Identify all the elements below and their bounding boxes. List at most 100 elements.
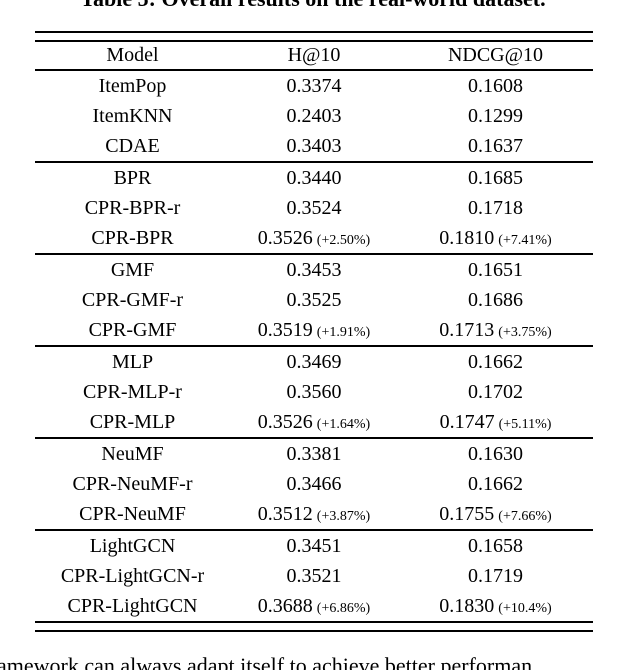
h10-cell: 0.3560 bbox=[230, 377, 398, 407]
top-double-rule bbox=[35, 31, 593, 42]
ndcg10-value: 0.1685 bbox=[468, 166, 523, 189]
table-row: LightGCN 0.3451 0.1658 bbox=[35, 529, 593, 561]
model-cell: NeuMF bbox=[35, 437, 230, 469]
ndcg10-value: 0.1658 bbox=[468, 534, 523, 557]
table-row: ItemKNN 0.2403 0.1299 bbox=[35, 101, 593, 131]
model-name: BPR bbox=[113, 166, 152, 189]
model-name: CPR-LightGCN-r bbox=[60, 564, 205, 587]
table-group: ItemPop 0.3374 0.1608 ItemKNN 0.2403 0.1… bbox=[35, 70, 593, 162]
h10-improvement: (+1.91%) bbox=[316, 324, 371, 340]
h10-improvement: (+6.86%) bbox=[316, 600, 371, 616]
model-cell: CPR-MLP bbox=[35, 407, 230, 438]
model-cell: CPR-NeuMF bbox=[35, 499, 230, 530]
model-name: CPR-BPR-r bbox=[84, 196, 181, 219]
h10-cell: 0.3519 (+1.91%) bbox=[230, 315, 398, 346]
column-header-h10: H@10 bbox=[230, 42, 398, 71]
model-name: CPR-GMF bbox=[88, 318, 177, 341]
model-name: CPR-MLP bbox=[89, 410, 176, 433]
h10-improvement: (+1.64%) bbox=[316, 416, 371, 432]
ndcg10-improvement: (+3.75%) bbox=[498, 324, 552, 340]
ndcg10-cell: 0.1608 bbox=[398, 70, 593, 101]
ndcg10-cell: 0.1637 bbox=[398, 131, 593, 162]
ndcg10-cell: 0.1662 bbox=[398, 345, 593, 377]
bottom-double-rule bbox=[35, 621, 593, 632]
ndcg10-cell: 0.1630 bbox=[398, 437, 593, 469]
ndcg10-value: 0.1810 bbox=[439, 226, 495, 249]
ndcg10-cell: 0.1755 (+7.66%) bbox=[398, 499, 593, 530]
model-name: CDAE bbox=[105, 134, 160, 157]
h10-value: 0.3560 bbox=[286, 380, 342, 403]
model-name: LightGCN bbox=[89, 534, 176, 557]
h10-cell: 0.3526 (+2.50%) bbox=[230, 223, 398, 254]
ndcg10-value: 0.1651 bbox=[468, 258, 523, 281]
ndcg10-cell: 0.1747 (+5.11%) bbox=[398, 407, 593, 438]
model-cell: CPR-MLP-r bbox=[35, 377, 230, 407]
model-name: ItemPop bbox=[98, 74, 167, 97]
column-header-ndcg10: NDCG@10 bbox=[398, 42, 593, 71]
model-name: CPR-GMF-r bbox=[81, 288, 184, 311]
model-name: MLP bbox=[111, 350, 154, 373]
table-row: BPR 0.3440 0.1685 bbox=[35, 161, 593, 193]
ndcg10-value: 0.1713 bbox=[439, 318, 495, 341]
h10-value: 0.3403 bbox=[286, 134, 342, 157]
model-cell: LightGCN bbox=[35, 529, 230, 561]
model-cell: CPR-BPR bbox=[35, 223, 230, 254]
ndcg10-cell: 0.1686 bbox=[398, 285, 593, 315]
ndcg10-value: 0.1686 bbox=[468, 288, 523, 311]
h10-value: 0.2403 bbox=[286, 104, 342, 127]
h10-value: 0.3526 bbox=[257, 410, 313, 433]
h10-value: 0.3451 bbox=[286, 534, 342, 557]
model-cell: GMF bbox=[35, 253, 230, 285]
ndcg10-value: 0.1747 bbox=[439, 410, 495, 433]
h10-value: 0.3521 bbox=[286, 564, 342, 587]
model-cell: CPR-GMF-r bbox=[35, 285, 230, 315]
ndcg10-cell: 0.1718 bbox=[398, 193, 593, 223]
ndcg10-value: 0.1299 bbox=[468, 104, 523, 127]
model-cell: CDAE bbox=[35, 131, 230, 162]
ndcg10-cell: 0.1830 (+10.4%) bbox=[398, 591, 593, 621]
ndcg10-cell: 0.1719 bbox=[398, 561, 593, 591]
table-row: CPR-LightGCN-r 0.3521 0.1719 bbox=[35, 561, 593, 591]
header-row: Model H@10 NDCG@10 bbox=[35, 42, 593, 71]
table-row: CPR-GMF 0.3519 (+1.91%) 0.1713 (+3.75%) bbox=[35, 315, 593, 346]
table-row: ItemPop 0.3374 0.1608 bbox=[35, 70, 593, 101]
model-name: GMF bbox=[110, 258, 155, 281]
ndcg10-value: 0.1662 bbox=[468, 472, 523, 495]
h10-value: 0.3453 bbox=[286, 258, 342, 281]
column-header-model: Model bbox=[35, 42, 230, 71]
h10-cell: 0.2403 bbox=[230, 101, 398, 131]
table-row: CPR-NeuMF-r 0.3466 0.1662 bbox=[35, 469, 593, 499]
table-row: NeuMF 0.3381 0.1630 bbox=[35, 437, 593, 469]
ndcg10-cell: 0.1810 (+7.41%) bbox=[398, 223, 593, 254]
model-cell: CPR-LightGCN bbox=[35, 591, 230, 621]
table-row: CPR-GMF-r 0.3525 0.1686 bbox=[35, 285, 593, 315]
table-group: BPR 0.3440 0.1685 CPR-BPR-r 0.3524 0.171… bbox=[35, 161, 593, 254]
h10-cell: 0.3688 (+6.86%) bbox=[230, 591, 398, 621]
h10-cell: 0.3381 bbox=[230, 437, 398, 469]
h10-cell: 0.3524 bbox=[230, 193, 398, 223]
table-group: GMF 0.3453 0.1651 CPR-GMF-r 0.3525 0.168… bbox=[35, 253, 593, 346]
h10-improvement: (+2.50%) bbox=[316, 232, 371, 248]
ndcg10-value: 0.1719 bbox=[468, 564, 523, 587]
table-group: MLP 0.3469 0.1662 CPR-MLP-r 0.3560 0.170… bbox=[35, 345, 593, 438]
table-group: LightGCN 0.3451 0.1658 CPR-LightGCN-r 0.… bbox=[35, 529, 593, 621]
h10-cell: 0.3453 bbox=[230, 253, 398, 285]
h10-cell: 0.3403 bbox=[230, 131, 398, 162]
ndcg10-value: 0.1637 bbox=[468, 134, 523, 157]
h10-cell: 0.3525 bbox=[230, 285, 398, 315]
ndcg10-value: 0.1830 bbox=[439, 594, 495, 617]
h10-value: 0.3469 bbox=[286, 350, 342, 373]
model-cell: ItemKNN bbox=[35, 101, 230, 131]
model-name: ItemKNN bbox=[92, 104, 173, 127]
ndcg10-value: 0.1630 bbox=[468, 442, 523, 465]
model-name: CPR-MLP-r bbox=[83, 380, 182, 403]
ndcg10-cell: 0.1299 bbox=[398, 101, 593, 131]
model-name: CPR-BPR bbox=[91, 226, 174, 249]
h10-value: 0.3688 bbox=[257, 594, 313, 617]
body-text-clipped: amework can always adapt itself to achie… bbox=[0, 653, 533, 670]
model-name: NeuMF bbox=[101, 442, 164, 465]
table-row: CDAE 0.3403 0.1637 bbox=[35, 131, 593, 162]
h10-value: 0.3512 bbox=[257, 502, 313, 525]
h10-value: 0.3374 bbox=[286, 74, 342, 97]
table-row: CPR-MLP-r 0.3560 0.1702 bbox=[35, 377, 593, 407]
